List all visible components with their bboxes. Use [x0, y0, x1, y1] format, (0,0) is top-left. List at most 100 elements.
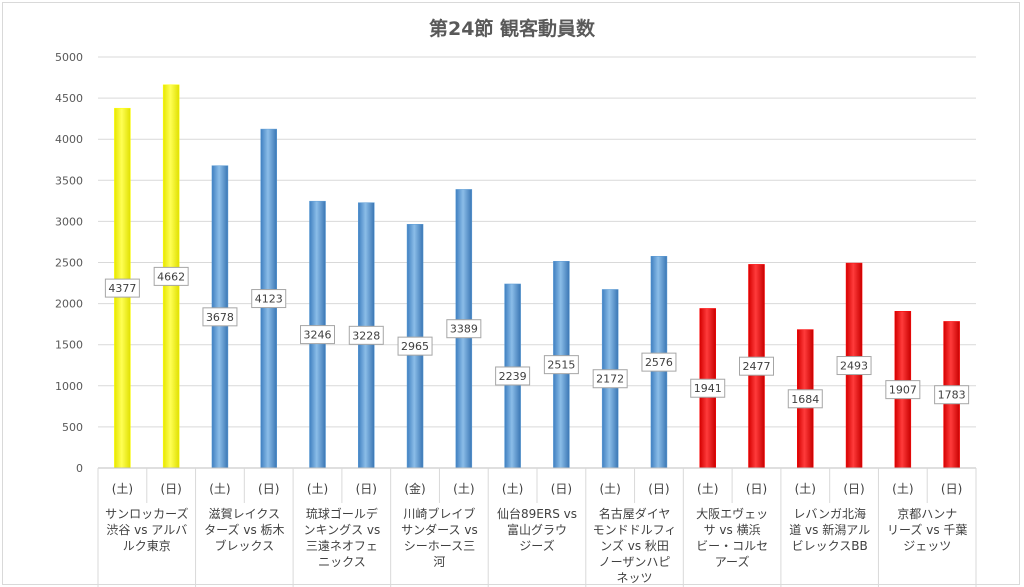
data-label: 2239: [499, 370, 527, 383]
x-day-label: (日): [941, 482, 962, 496]
data-label: 4377: [108, 282, 136, 295]
data-label: 1907: [889, 384, 917, 397]
data-label-box: [787, 389, 823, 409]
x-group-label: 仙台89ERS vs: [497, 506, 577, 521]
x-group-label: モンドドルフィ: [593, 523, 677, 537]
x-group-label: 三遠ネオフェ: [306, 539, 378, 553]
x-group-label: ビレックスBB: [792, 539, 868, 553]
x-group-label: ターズ vs 栃木: [204, 522, 284, 537]
x-group-label: 渋谷 vs アルバ: [106, 523, 187, 537]
x-group-label: サンダース vs: [401, 522, 478, 537]
data-label: 2477: [743, 360, 771, 373]
x-group-label: シーホース三: [404, 539, 475, 553]
data-label: 3246: [304, 329, 332, 342]
data-label-box: [104, 278, 140, 298]
data-label: 3389: [450, 323, 478, 336]
y-axis: 0 500 1000 1500 2000 2500 3000 3500 4000 4500 5000: [55, 51, 83, 475]
grid-lines: [98, 56, 976, 469]
y-tick-label: 0: [76, 462, 83, 475]
data-label-box: [348, 325, 384, 345]
chart-title: 第24節 観客動員数: [429, 17, 596, 40]
x-group-label: ノーザンハピ: [599, 555, 671, 569]
x-group-label: ジェッツ: [903, 539, 951, 553]
x-group-label: ルク東京: [123, 539, 171, 553]
x-group-label: ンキングス vs: [303, 523, 380, 537]
x-group-label: リーズ vs 千葉: [887, 522, 967, 537]
data-label-box: [446, 319, 482, 339]
x-day-label: (土): [697, 482, 718, 496]
data-label: 2515: [547, 359, 575, 372]
y-tick-label: 1000: [55, 380, 83, 393]
data-label-box: [251, 289, 287, 309]
data-label: 1941: [694, 382, 722, 395]
data-label: 2172: [596, 373, 624, 386]
x-group-label: ネッツ: [617, 571, 653, 585]
data-label: 3228: [352, 329, 380, 342]
y-tick-label: 5000: [55, 51, 83, 64]
data-label-box: [153, 266, 189, 286]
x-group-label: サ vs 横浜: [704, 523, 761, 537]
data-label-box: [592, 369, 628, 389]
data-label-box: [885, 380, 921, 400]
data-label-box: [641, 352, 677, 372]
y-tick-label: 4000: [55, 133, 83, 146]
x-group-label: 名古屋ダイヤ: [599, 506, 671, 521]
data-label-box: [300, 325, 335, 345]
x-group-label: アーズ: [715, 554, 750, 569]
x-day-label: (日): [258, 482, 279, 496]
data-label-box: [202, 307, 238, 327]
data-label-box: [397, 336, 433, 356]
x-group-label: 大阪エヴェッ: [696, 506, 768, 521]
x-group-label: サンロッカーズ: [105, 506, 188, 521]
y-tick-label: 2500: [55, 257, 83, 270]
x-day-label: (金): [404, 481, 425, 496]
y-tick-label: 500: [62, 421, 83, 434]
x-group-label: 京都ハンナ: [897, 507, 957, 521]
x-group-label: レバンガ北海: [793, 506, 866, 521]
data-label: 3678: [206, 311, 234, 324]
data-labels: 4377 4662 3678 4123 3246 3228 2965 3389 2239 2515…: [104, 266, 970, 409]
y-tick-label: 3500: [55, 174, 83, 187]
x-group-label: 河: [433, 555, 445, 569]
y-tick-label: 4500: [55, 92, 83, 105]
x-day-label: (日): [551, 482, 572, 496]
x-group-label: ブレックス: [215, 538, 275, 553]
y-tick-label: 1500: [55, 339, 83, 352]
x-day-label: (土): [599, 482, 620, 496]
x-day-label: (土): [209, 482, 230, 496]
x-day-label: (土): [112, 482, 133, 496]
data-label-box: [836, 356, 872, 376]
x-day-label: (日): [843, 482, 864, 496]
bars: [114, 84, 960, 469]
data-label: 2576: [645, 356, 673, 369]
data-label: 1783: [938, 389, 966, 402]
x-day-label: (土): [453, 482, 474, 496]
data-label-box: [495, 366, 531, 386]
x-day-label: (土): [892, 482, 913, 496]
data-label-box: [543, 355, 579, 375]
x-group-label: ニックス: [318, 555, 366, 569]
x-day-label: (土): [795, 482, 816, 496]
x-day-label: (土): [307, 482, 328, 496]
x-group-label: 滋賀レイクス: [209, 507, 280, 521]
x-group-label: ビー・コルセ: [696, 539, 768, 553]
data-label-box: [690, 378, 726, 398]
x-group-label: ジーズ: [519, 538, 554, 553]
data-label: 4123: [255, 293, 283, 306]
data-label: 4662: [157, 270, 185, 283]
x-group-label: ンズ vs 秋田: [600, 538, 669, 553]
x-day-label: (土): [502, 482, 523, 496]
data-label-box: [739, 356, 774, 376]
x-group-label: 道 vs 新潟アル: [789, 522, 870, 537]
x-day-label: (日): [356, 482, 377, 496]
data-label: 1684: [791, 393, 819, 406]
x-group-label: 琉球ゴールデ: [306, 506, 378, 521]
x-day-label: (日): [746, 482, 767, 496]
x-day-label: (日): [160, 482, 181, 496]
y-tick-label: 3000: [55, 215, 83, 228]
y-tick-label: 2000: [55, 298, 83, 311]
data-label: 2965: [401, 340, 429, 353]
data-label-box: [934, 385, 970, 405]
